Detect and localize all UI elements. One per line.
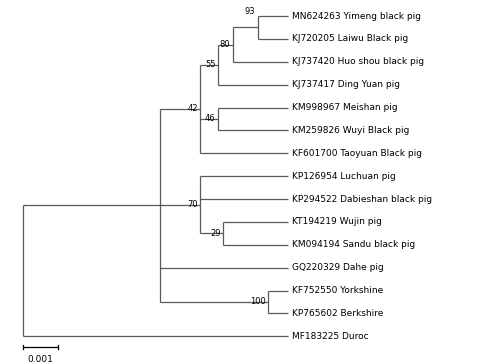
Text: KF601700 Taoyuan Black pig: KF601700 Taoyuan Black pig [292,149,422,158]
Text: GQ220329 Dahe pig: GQ220329 Dahe pig [292,263,384,272]
Text: KP126954 Luchuan pig: KP126954 Luchuan pig [292,172,395,181]
Text: KJ737420 Huo shou black pig: KJ737420 Huo shou black pig [292,57,424,66]
Text: KM094194 Sandu black pig: KM094194 Sandu black pig [292,240,415,249]
Text: MF183225 Duroc: MF183225 Duroc [292,332,368,341]
Text: MN624263 Yimeng black pig: MN624263 Yimeng black pig [292,12,420,20]
Text: 0.001: 0.001 [27,355,53,364]
Text: KJ720205 Laiwu Black pig: KJ720205 Laiwu Black pig [292,34,408,43]
Text: 93: 93 [245,7,256,16]
Text: 46: 46 [205,114,216,123]
Text: 70: 70 [188,200,198,209]
Text: KJ737417 Ding Yuan pig: KJ737417 Ding Yuan pig [292,80,400,89]
Text: 29: 29 [210,229,220,238]
Text: KP294522 Dabieshan black pig: KP294522 Dabieshan black pig [292,194,432,203]
Text: KF752550 Yorkshine: KF752550 Yorkshine [292,286,383,295]
Text: 100: 100 [250,297,266,306]
Text: 42: 42 [188,104,198,114]
Text: KM259826 Wuyi Black pig: KM259826 Wuyi Black pig [292,126,409,135]
Text: 80: 80 [220,40,230,49]
Text: KP765602 Berkshire: KP765602 Berkshire [292,309,383,318]
Text: 55: 55 [205,60,216,69]
Text: KM998967 Meishan pig: KM998967 Meishan pig [292,103,397,112]
Text: KT194219 Wujin pig: KT194219 Wujin pig [292,217,382,226]
